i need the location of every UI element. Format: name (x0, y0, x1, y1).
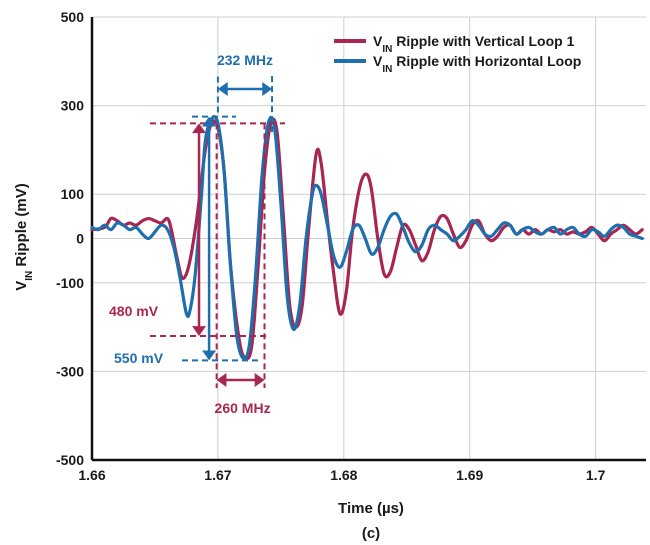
y-tick-label: 100 (61, 186, 85, 202)
amp-480-arrowhead-bottom (192, 326, 207, 336)
legend-label-prefix: V (373, 33, 383, 49)
legend-label-subscript: IN (382, 64, 392, 75)
y-axis-title-subscript: IN (24, 271, 35, 281)
x-tick-label: 1.7 (586, 467, 606, 483)
y-tick-label: 500 (61, 9, 85, 25)
legend-label-vertical-loop: VIN Ripple with Vertical Loop 1 (373, 33, 575, 55)
y-tick-label: 0 (76, 231, 84, 247)
x-tick-label: 1.68 (330, 467, 357, 483)
y-axis-title-suffix: Ripple (mV) (13, 183, 30, 271)
legend-label-suffix: Ripple with Vertical Loop 1 (392, 33, 574, 49)
amp-550-arrowhead-bottom (202, 350, 217, 361)
amp-480-arrowhead-top (192, 123, 207, 134)
y-axis-title-prefix: V (13, 281, 30, 291)
y-tick-label: -300 (56, 363, 84, 379)
x-tick-label: 1.66 (78, 467, 105, 483)
freq-260-arrowhead-right (254, 373, 265, 387)
amp-550-arrowhead-top (202, 116, 217, 127)
y-tick-label: -500 (56, 452, 84, 468)
series (90, 115, 644, 361)
freq-260-arrowhead-left (216, 373, 227, 387)
grid (91, 16, 646, 461)
y-tick-label: -100 (56, 275, 84, 291)
legend-label-suffix: Ripple with Horizontal Loop (392, 53, 581, 69)
series-line-horizontal-loop (90, 115, 644, 361)
x-axis-title: Time (µs) (338, 500, 404, 517)
y-axis-title: VIN Ripple (mV) (13, 183, 35, 291)
x-tick-label: 1.67 (204, 467, 231, 483)
legend-label-prefix: V (373, 53, 383, 69)
axes: 1.66 1.67 1.68 1.69 1.7 500 300 100 0 -100 -300 -50… (56, 9, 646, 483)
x-tick-label: 1.69 (456, 467, 483, 483)
y-tick-label: 300 (61, 98, 85, 114)
amp-550-label: 550 mV (114, 350, 164, 366)
annotations: 232 MHz 260 MHz 480 mV 550 mV (109, 52, 285, 416)
amp-480-label: 480 mV (109, 303, 159, 319)
freq-232-label: 232 MHz (217, 52, 273, 68)
legend-label-horizontal-loop: VIN Ripple with Horizontal Loop (373, 53, 581, 75)
freq-232-arrowhead-left (217, 82, 228, 96)
series-line-vertical-loop (90, 117, 644, 361)
freq-232-arrowhead-right (262, 82, 273, 96)
figure-caption: (c) (362, 525, 380, 542)
legend-label-subscript: IN (382, 44, 392, 55)
freq-260-label: 260 MHz (215, 400, 271, 416)
